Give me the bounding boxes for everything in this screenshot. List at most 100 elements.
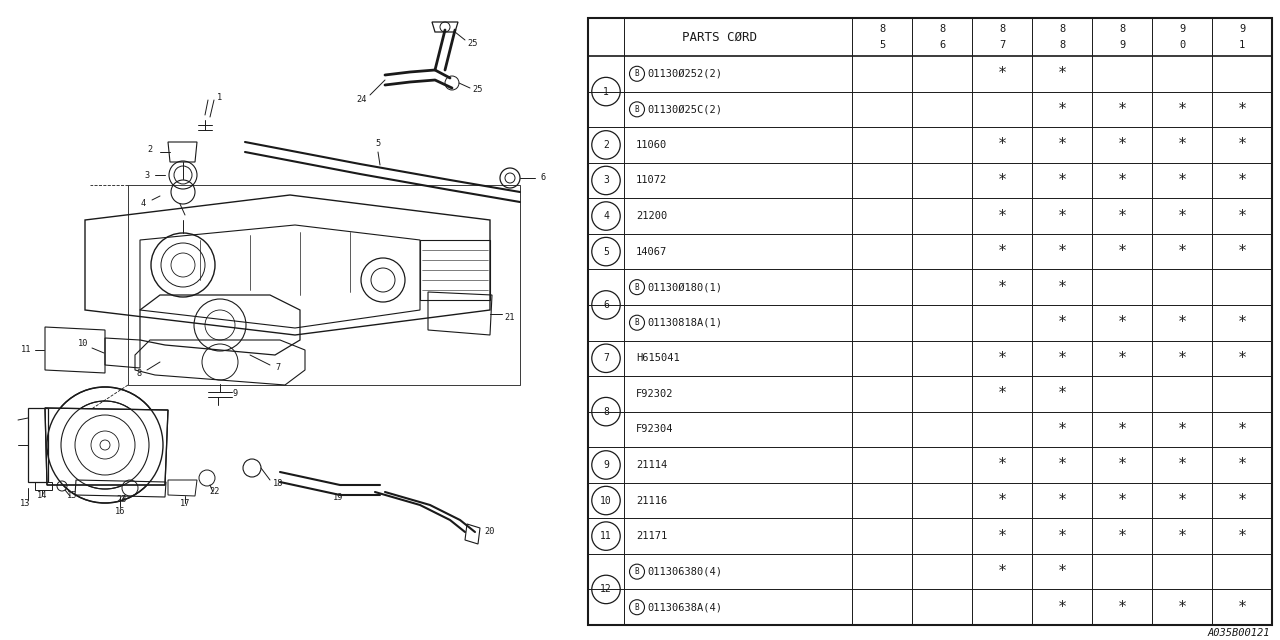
- Text: 20: 20: [485, 527, 495, 536]
- Text: *: *: [1238, 102, 1247, 117]
- Text: 2: 2: [603, 140, 609, 150]
- Text: *: *: [1117, 102, 1126, 117]
- Text: *: *: [1117, 529, 1126, 543]
- Text: 7: 7: [275, 364, 280, 372]
- Text: 3: 3: [145, 170, 150, 179]
- Text: *: *: [997, 351, 1006, 366]
- Text: *: *: [1178, 422, 1187, 437]
- Text: 21116: 21116: [636, 495, 667, 506]
- Text: *: *: [1238, 244, 1247, 259]
- Text: 8: 8: [603, 406, 609, 417]
- Text: 10: 10: [78, 339, 88, 349]
- Text: 6: 6: [603, 300, 609, 310]
- Text: 17: 17: [179, 499, 191, 509]
- Text: 1: 1: [218, 93, 223, 102]
- Text: *: *: [1057, 173, 1066, 188]
- Text: 24: 24: [357, 95, 367, 104]
- Text: 01130Ø25C(2): 01130Ø25C(2): [648, 104, 722, 115]
- Text: 7: 7: [998, 40, 1005, 50]
- Text: *: *: [1117, 316, 1126, 330]
- Text: *: *: [997, 173, 1006, 188]
- Text: 8: 8: [1059, 40, 1065, 50]
- Text: 11060: 11060: [636, 140, 667, 150]
- Text: *: *: [997, 244, 1006, 259]
- Text: B: B: [635, 283, 639, 292]
- Text: 5: 5: [879, 40, 886, 50]
- Text: *: *: [1238, 529, 1247, 543]
- Text: *: *: [1178, 102, 1187, 117]
- Text: 01130818A(1): 01130818A(1): [648, 317, 722, 328]
- Text: *: *: [1178, 316, 1187, 330]
- Text: 21200: 21200: [636, 211, 667, 221]
- Text: *: *: [1117, 209, 1126, 223]
- Text: *: *: [1238, 422, 1247, 437]
- Text: 7: 7: [603, 353, 609, 364]
- Text: 4: 4: [141, 198, 146, 207]
- Text: 8: 8: [1119, 24, 1125, 34]
- Text: 14067: 14067: [636, 246, 667, 257]
- Text: *: *: [1057, 529, 1066, 543]
- Text: *: *: [1057, 564, 1066, 579]
- Text: 01130638A(4): 01130638A(4): [648, 602, 722, 612]
- Text: PARTS CØRD: PARTS CØRD: [682, 31, 758, 44]
- Text: 8: 8: [137, 369, 142, 378]
- Text: *: *: [997, 493, 1006, 508]
- Text: 25: 25: [467, 38, 479, 47]
- Text: *: *: [1238, 600, 1247, 614]
- Text: *: *: [1057, 244, 1066, 259]
- Polygon shape: [45, 408, 168, 485]
- Text: 16: 16: [115, 508, 125, 516]
- Text: 21114: 21114: [636, 460, 667, 470]
- Text: 22: 22: [210, 488, 220, 497]
- Text: *: *: [1057, 316, 1066, 330]
- Text: *: *: [1057, 67, 1066, 81]
- Text: *: *: [997, 280, 1006, 294]
- Text: 6: 6: [938, 40, 945, 50]
- Text: 11072: 11072: [636, 175, 667, 186]
- Text: *: *: [997, 529, 1006, 543]
- Text: *: *: [997, 138, 1006, 152]
- Text: 01130Ø180(1): 01130Ø180(1): [648, 282, 722, 292]
- Text: 011306380(4): 011306380(4): [648, 566, 722, 577]
- Text: 1: 1: [1239, 40, 1245, 50]
- Text: 3: 3: [603, 175, 609, 186]
- Text: *: *: [1178, 529, 1187, 543]
- Text: *: *: [1238, 316, 1247, 330]
- Text: *: *: [1117, 244, 1126, 259]
- Text: *: *: [1178, 600, 1187, 614]
- Text: 8: 8: [879, 24, 886, 34]
- Text: 18: 18: [273, 479, 283, 488]
- Text: *: *: [1238, 173, 1247, 188]
- Text: B: B: [635, 603, 639, 612]
- Text: 13: 13: [19, 499, 31, 509]
- Text: A035B00121: A035B00121: [1207, 628, 1270, 638]
- Text: *: *: [1178, 173, 1187, 188]
- Text: 9: 9: [1239, 24, 1245, 34]
- Text: 25: 25: [472, 86, 484, 95]
- Text: *: *: [997, 564, 1006, 579]
- Text: *: *: [1178, 209, 1187, 223]
- Text: 21171: 21171: [636, 531, 667, 541]
- Text: 11: 11: [600, 531, 612, 541]
- Text: 5: 5: [375, 140, 380, 148]
- Text: 8: 8: [1059, 24, 1065, 34]
- Text: *: *: [997, 67, 1006, 81]
- Text: 19: 19: [333, 493, 343, 502]
- Text: 1: 1: [603, 86, 609, 97]
- Text: 8: 8: [938, 24, 945, 34]
- Text: *: *: [1238, 138, 1247, 152]
- Text: *: *: [1178, 351, 1187, 366]
- Text: 15: 15: [67, 492, 77, 500]
- Text: *: *: [1057, 458, 1066, 472]
- Text: B: B: [635, 105, 639, 114]
- Text: *: *: [1057, 102, 1066, 117]
- Text: 14: 14: [37, 492, 47, 500]
- Text: 4: 4: [603, 211, 609, 221]
- Text: *: *: [997, 458, 1006, 472]
- Text: *: *: [1117, 173, 1126, 188]
- Text: 01130Ø252(2): 01130Ø252(2): [648, 68, 722, 79]
- Text: *: *: [1057, 387, 1066, 401]
- Text: F92304: F92304: [636, 424, 673, 435]
- Text: *: *: [1178, 244, 1187, 259]
- Text: *: *: [1117, 138, 1126, 152]
